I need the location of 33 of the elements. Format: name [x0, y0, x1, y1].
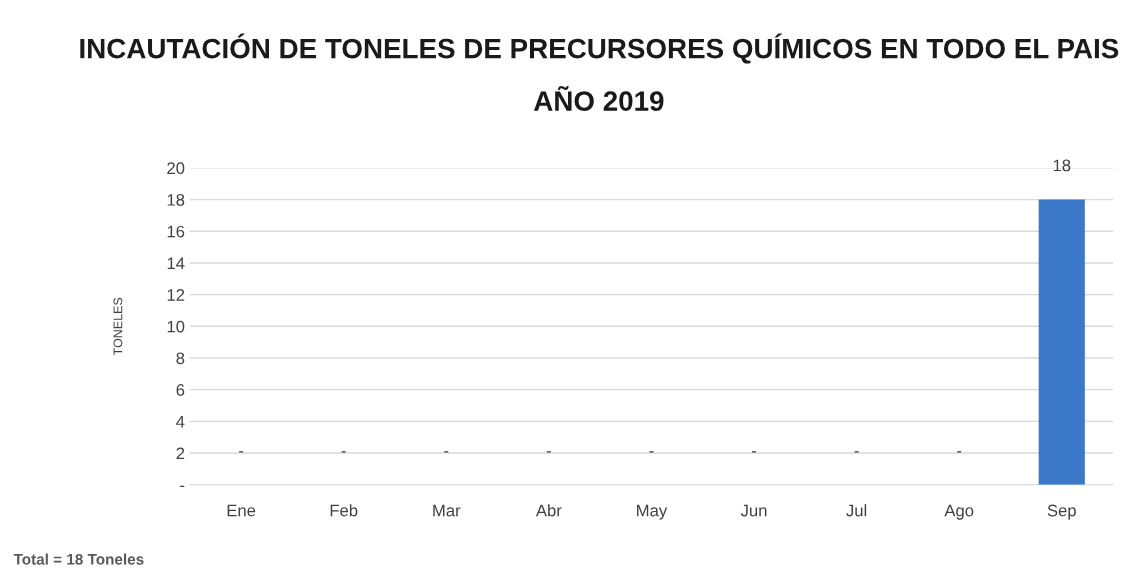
x-tick-label: Mar	[433, 504, 461, 517]
x-tick-label: Jun	[740, 504, 767, 517]
x-tick-label: Feb	[330, 504, 358, 517]
y-tick-label: 14	[167, 257, 185, 269]
data-label: 18	[1053, 159, 1071, 172]
y-tick-label: 8	[176, 352, 185, 365]
chart-title: INCAUTACIÓN DE TONELES DE PRECURSORES QUÍMICOS EN TODO EL PAIS	[80, 33, 1119, 64]
y-tick-label: 6	[176, 384, 185, 396]
data-label: -	[341, 451, 346, 453]
x-tick-label: Ene	[227, 504, 256, 517]
data-label: -	[854, 451, 859, 453]
y-tick-label: 4	[176, 415, 185, 428]
chart-subtitle: AÑO 2019	[533, 85, 664, 111]
y-tick-label: -	[180, 485, 185, 487]
y-tick-label: 18	[167, 193, 185, 206]
y-tick-label: 16	[167, 225, 185, 238]
y-axis-title: TONELES	[113, 297, 123, 356]
data-label: -	[444, 451, 449, 453]
x-tick-label: Jul	[846, 504, 867, 517]
x-tick-label: Abr	[535, 504, 562, 517]
y-tick-label: 2	[176, 447, 185, 460]
data-label: -	[649, 451, 654, 453]
data-label: -	[546, 451, 551, 453]
y-tick-label: 20	[167, 162, 185, 175]
x-tick-label: Ago	[944, 504, 974, 520]
x-tick-label: Sep	[1047, 504, 1076, 520]
x-tick-label: May	[637, 504, 668, 520]
data-label: -	[239, 451, 244, 453]
y-tick-label: 12	[167, 289, 185, 301]
data-label: -	[957, 451, 962, 453]
text: Total = 18 Toneles	[13, 553, 144, 565]
data-label: -	[751, 451, 757, 453]
y-tick-label: 10	[167, 320, 185, 333]
